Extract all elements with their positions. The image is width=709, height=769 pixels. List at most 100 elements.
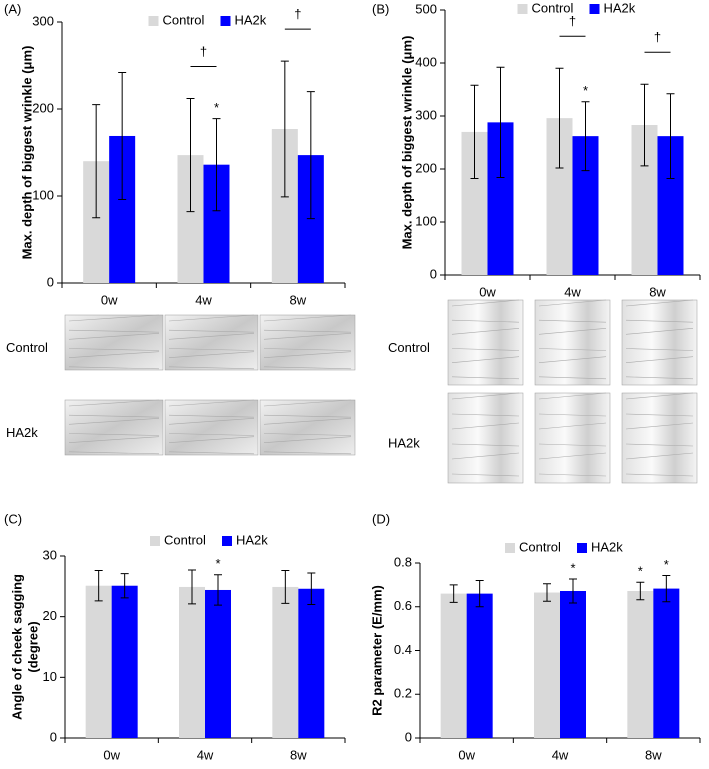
skin-image <box>621 392 698 484</box>
skin-texture <box>68 314 160 322</box>
significance-marker: * <box>664 557 669 572</box>
skin-texture <box>263 366 352 370</box>
error-bar <box>555 67 564 169</box>
skin-texture <box>168 414 255 418</box>
skin-texture <box>263 329 352 333</box>
skin-texture <box>263 351 352 358</box>
error-bar <box>306 91 315 220</box>
y-tick-label: 300 <box>415 107 437 122</box>
skin-texture <box>68 399 160 407</box>
skin-texture <box>168 451 255 455</box>
skin-texture <box>168 351 255 358</box>
skin-texture <box>451 473 520 477</box>
error-bar <box>280 60 289 198</box>
y-tick-label: 100 <box>32 187 54 202</box>
skin-texture <box>625 413 694 417</box>
error-bar <box>640 83 649 167</box>
panel-label: (B) <box>372 1 389 16</box>
skin-texture <box>625 392 694 400</box>
skin-texture <box>68 418 160 425</box>
y-tick-label: 0.2 <box>394 686 412 701</box>
error-bar <box>569 578 577 604</box>
y-tick-label: 300 <box>32 13 54 28</box>
skin-texture <box>263 399 352 407</box>
legend-label: HA2k <box>236 532 268 547</box>
bar <box>272 586 299 738</box>
error-bar <box>92 104 101 219</box>
skin-texture <box>625 376 694 380</box>
significance-marker: * <box>214 100 219 115</box>
skin-texture <box>68 436 160 443</box>
y-tick-label: 0 <box>47 274 54 289</box>
error-bar <box>470 84 479 180</box>
panel-label: (C) <box>4 511 22 526</box>
y-tick-label: 0.6 <box>394 598 412 613</box>
error-bar <box>636 581 645 601</box>
skin-texture <box>263 418 352 425</box>
skin-texture <box>68 329 160 333</box>
skin-texture <box>538 422 607 430</box>
skin-texture <box>625 348 694 351</box>
skin-image <box>447 392 524 484</box>
significance-dagger: † <box>294 7 301 22</box>
bar <box>205 589 231 738</box>
skin-image <box>259 314 356 371</box>
x-tick-label: 0w <box>101 292 118 307</box>
x-tick-label: 4w <box>195 292 212 307</box>
skin-texture <box>68 451 160 455</box>
skin-texture <box>451 413 520 417</box>
skin-texture <box>451 392 520 400</box>
bar <box>179 586 205 738</box>
error-bar <box>449 584 458 603</box>
error-bar <box>94 570 103 602</box>
skin-texture <box>451 452 520 460</box>
bar <box>534 592 560 738</box>
skin-texture <box>538 348 607 351</box>
skin-texture <box>451 319 520 323</box>
image-row-label: HA2k <box>6 425 38 440</box>
skin-texture <box>168 366 255 370</box>
x-tick-label: 8w <box>649 284 666 299</box>
bar <box>440 593 467 738</box>
skin-texture <box>451 443 520 447</box>
x-tick-label: 4w <box>564 284 581 299</box>
y-tick-label: 10 <box>43 669 57 684</box>
y-tick-label: 0.4 <box>394 642 412 657</box>
y-axis-label: Max. depth of biggest wrinkle (μm) <box>19 46 34 260</box>
skin-image <box>534 392 611 484</box>
error-bar <box>188 569 196 605</box>
error-bar <box>475 580 484 608</box>
skin-texture <box>68 351 160 358</box>
bar <box>560 591 586 738</box>
legend-label: HA2k <box>235 12 267 27</box>
skin-texture <box>538 452 607 460</box>
skin-texture <box>451 299 520 307</box>
y-tick-label: 200 <box>32 100 54 115</box>
skin-texture <box>625 452 694 460</box>
skin-image <box>259 399 356 456</box>
skin-texture <box>625 443 694 447</box>
error-bar <box>662 574 671 603</box>
skin-texture <box>68 366 160 370</box>
legend-swatch <box>150 536 160 546</box>
y-tick-label: 0 <box>50 729 57 744</box>
skin-image <box>64 399 164 456</box>
skin-texture <box>538 356 607 363</box>
skin-texture <box>168 329 255 333</box>
skin-texture <box>68 414 160 418</box>
skin-texture <box>168 418 255 425</box>
skin-texture <box>168 433 255 436</box>
legend-swatch <box>577 543 587 553</box>
x-tick-label: 0w <box>479 284 496 299</box>
legend-label: HA2k <box>604 0 636 15</box>
y-tick-label: 30 <box>43 547 57 562</box>
legend-label: HA2k <box>591 539 623 554</box>
skin-texture <box>263 436 352 443</box>
bar <box>298 588 325 738</box>
significance-dagger: † <box>569 14 576 29</box>
skin-image <box>621 299 698 386</box>
skin-texture <box>538 443 607 447</box>
skin-texture <box>451 356 520 363</box>
skin-texture <box>168 348 255 351</box>
